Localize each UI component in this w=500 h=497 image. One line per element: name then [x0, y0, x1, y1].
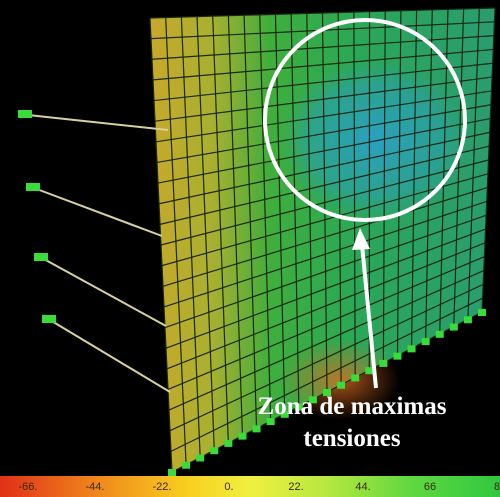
base-node: [337, 382, 345, 389]
supports: [18, 110, 56, 323]
legend-label: 22.: [288, 481, 303, 493]
fea-screenshot: Zona de maximas tensiones -66. -44. -22. 0.…: [0, 0, 500, 497]
base-node: [422, 338, 430, 345]
base-node: [196, 454, 204, 461]
legend-label: 8: [494, 481, 500, 493]
base-node: [464, 316, 472, 323]
base-node: [253, 425, 261, 432]
legend-label: 0.: [224, 481, 233, 493]
base-node: [393, 353, 401, 360]
cables: [28, 115, 170, 392]
legend-label: -44.: [86, 481, 105, 493]
base-node: [168, 469, 176, 476]
base-node: [182, 462, 190, 469]
legend-label: -22.: [153, 481, 172, 493]
base-node: [210, 447, 218, 454]
legend-label: 44.: [355, 481, 370, 493]
base-node: [408, 345, 416, 352]
base-node: [224, 440, 232, 447]
base-node: [351, 374, 359, 381]
base-node: [379, 360, 387, 367]
base-node: [450, 324, 458, 331]
base-node: [238, 433, 246, 440]
legend-label: -66.: [19, 481, 38, 493]
base-node: [436, 331, 444, 338]
annotation-line: Zona de maximas: [258, 393, 447, 420]
legend-label: 66: [424, 481, 436, 493]
base-node: [478, 309, 486, 316]
annotation-line: tensiones: [303, 425, 401, 452]
